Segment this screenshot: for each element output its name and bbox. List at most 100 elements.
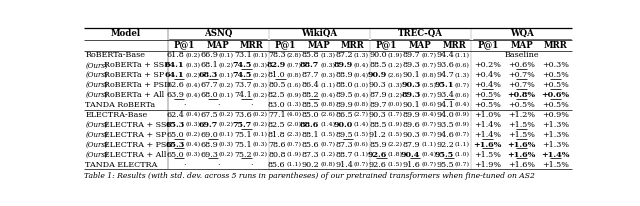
Text: 87.9: 87.9 [403, 141, 420, 149]
Text: 68.9: 68.9 [200, 141, 218, 149]
Text: 94.4: 94.4 [436, 52, 454, 60]
Text: (1.1): (1.1) [320, 83, 335, 88]
Text: (1.2): (1.2) [320, 152, 335, 157]
Text: (0.9): (0.9) [286, 92, 301, 98]
Text: (0.2): (0.2) [253, 122, 268, 128]
Text: P@1: P@1 [275, 41, 296, 50]
Text: 89.3: 89.3 [401, 91, 420, 99]
Text: (0.1): (0.1) [219, 73, 234, 78]
Text: (1.2): (1.2) [387, 63, 403, 68]
Text: (0.3): (0.3) [253, 83, 268, 88]
Text: 88.9: 88.9 [335, 71, 353, 79]
Text: 64.1: 64.1 [165, 71, 184, 79]
Text: (0.4): (0.4) [421, 112, 436, 118]
Text: 69.7: 69.7 [199, 121, 218, 129]
Text: 90.3: 90.3 [403, 131, 420, 139]
Text: (0.2): (0.2) [219, 83, 234, 88]
Text: +0.6%: +0.6% [508, 61, 535, 69]
Text: (0.9): (0.9) [455, 122, 470, 128]
Text: (Ours): (Ours) [85, 81, 108, 89]
Text: (0.0): (0.0) [387, 102, 403, 108]
Text: 88.6: 88.6 [300, 121, 319, 129]
Text: (1.1): (1.1) [455, 142, 470, 147]
Text: 90.0: 90.0 [369, 52, 387, 60]
Text: MAP: MAP [207, 41, 230, 50]
Text: 94.1: 94.1 [436, 101, 454, 109]
Text: TREC-QA: TREC-QA [398, 29, 443, 38]
Text: 93.5: 93.5 [436, 121, 454, 129]
Text: (0.2): (0.2) [185, 132, 200, 137]
Text: (1.1): (1.1) [354, 152, 369, 157]
Text: 75.7: 75.7 [232, 121, 252, 129]
Text: 68.3: 68.3 [199, 71, 218, 79]
Text: TANDA ELECTRA: TANDA ELECTRA [85, 160, 158, 169]
Text: 92.2: 92.2 [436, 141, 454, 149]
Text: 85.6: 85.6 [268, 160, 285, 169]
Text: 87.3: 87.3 [335, 141, 353, 149]
Text: 87.7: 87.7 [302, 71, 319, 79]
Text: (2.6): (2.6) [320, 112, 335, 118]
Text: 94.6: 94.6 [436, 131, 454, 139]
Text: (0.7): (0.7) [455, 132, 470, 137]
Text: 73.6: 73.6 [234, 111, 252, 119]
Text: (1.2): (1.2) [387, 92, 403, 98]
Text: 89.9: 89.9 [403, 111, 420, 119]
Text: 87.3: 87.3 [301, 151, 319, 159]
Text: Table 1: Results (with std. dev. across 5 runs in parentheses) of our pretrained: Table 1: Results (with std. dev. across … [84, 172, 535, 180]
Text: (0.4): (0.4) [185, 112, 200, 118]
Text: 88.2: 88.2 [301, 91, 319, 99]
Text: (0.4): (0.4) [354, 73, 369, 78]
Text: (1.9): (1.9) [387, 122, 403, 128]
Text: TANDA RoBERTa: TANDA RoBERTa [85, 101, 156, 109]
Text: ·: · [217, 160, 220, 169]
Text: 81.8: 81.8 [268, 131, 285, 139]
Text: (0.1): (0.1) [219, 92, 234, 98]
Text: RoBERTa + SP: RoBERTa + SP [104, 71, 164, 79]
Text: (0.2): (0.2) [219, 112, 234, 118]
Text: (0.4): (0.4) [320, 92, 335, 98]
Text: MRR: MRR [442, 41, 466, 50]
Text: +1.6%: +1.6% [508, 141, 536, 149]
Text: (Ours): (Ours) [85, 91, 108, 99]
Text: (0.4): (0.4) [354, 63, 369, 68]
Text: 95.5: 95.5 [435, 151, 454, 159]
Text: +1.4%: +1.4% [474, 121, 501, 129]
Text: 87.9: 87.9 [369, 91, 387, 99]
Text: 90.1: 90.1 [403, 101, 420, 109]
Text: (0.5): (0.5) [421, 83, 436, 88]
Text: (0.4): (0.4) [455, 102, 470, 108]
Text: +0.5%: +0.5% [474, 91, 501, 99]
Text: +1.5%: +1.5% [474, 151, 501, 159]
Text: +0.3%: +0.3% [542, 61, 569, 69]
Text: (1.5): (1.5) [387, 132, 403, 137]
Text: (1.0): (1.0) [354, 83, 369, 88]
Text: 90.1: 90.1 [403, 71, 420, 79]
Text: (Ours): (Ours) [85, 131, 108, 139]
Text: 87.2: 87.2 [335, 52, 353, 60]
Text: (0.8): (0.8) [354, 102, 369, 108]
Text: +1.2%: +1.2% [508, 111, 535, 119]
Text: (0.3): (0.3) [320, 63, 335, 68]
Text: (Ours): (Ours) [85, 141, 108, 149]
Text: 62.6: 62.6 [166, 81, 184, 89]
Text: (0.6): (0.6) [455, 92, 470, 98]
Text: (0.3): (0.3) [320, 73, 335, 78]
Text: ELECTRA + PSD: ELECTRA + PSD [104, 141, 173, 149]
Text: 80.5: 80.5 [268, 81, 285, 89]
Text: 82.9: 82.9 [266, 61, 285, 69]
Text: (1.0): (1.0) [455, 152, 470, 157]
Text: +0.4%: +0.4% [474, 81, 501, 89]
Text: 88.5: 88.5 [302, 101, 319, 109]
Text: (1.6): (1.6) [286, 83, 301, 88]
Text: (0.2): (0.2) [219, 152, 234, 157]
Text: (0.7): (0.7) [286, 63, 301, 68]
Text: (0.7): (0.7) [421, 63, 436, 68]
Text: P@1: P@1 [376, 41, 397, 50]
Text: 89.6: 89.6 [403, 121, 420, 129]
Text: (0.7): (0.7) [421, 162, 436, 167]
Text: +0.2%: +0.2% [474, 61, 501, 69]
Text: 77.1: 77.1 [268, 111, 285, 119]
Text: P@1: P@1 [173, 41, 195, 50]
Text: P@1: P@1 [477, 41, 499, 50]
Text: +0.7%: +0.7% [508, 71, 535, 79]
